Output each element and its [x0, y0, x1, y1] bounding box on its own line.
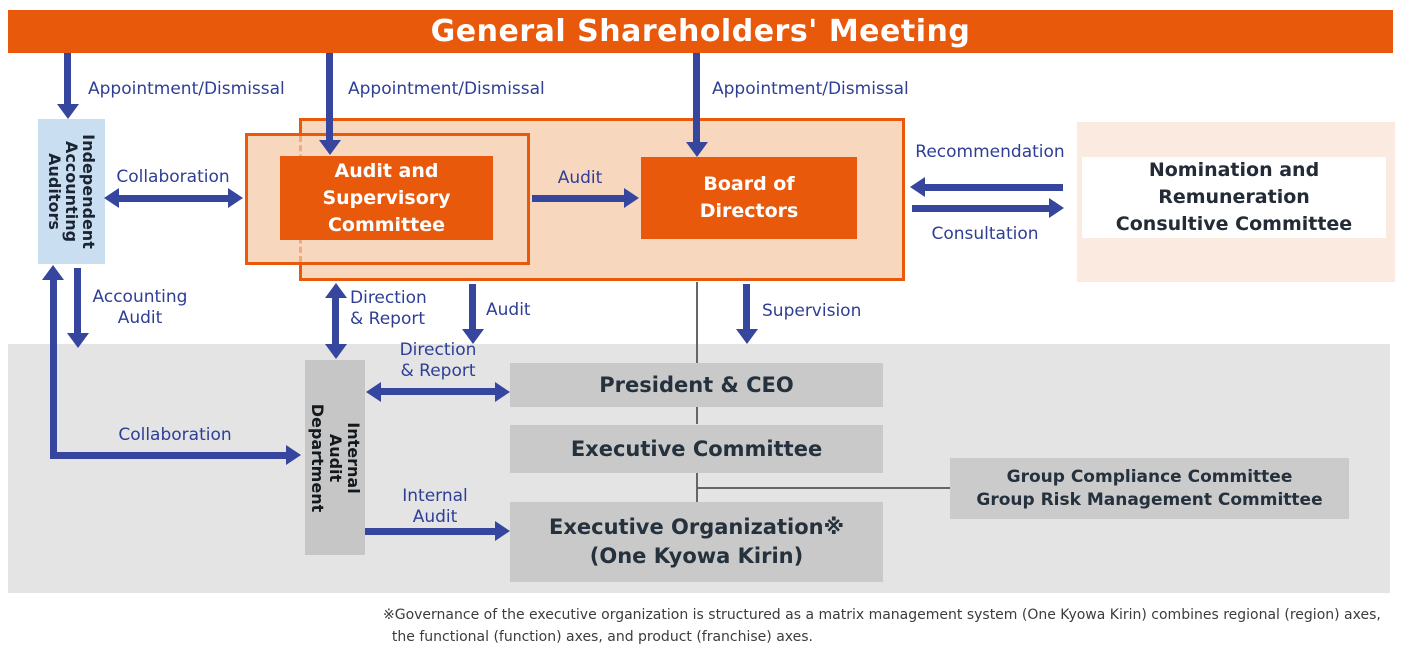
- arrowhead-appointment-3: [686, 142, 708, 157]
- group-committees-label: Group Compliance Committee Group Risk Ma…: [976, 466, 1323, 510]
- label-consultation: Consultation: [931, 224, 1039, 244]
- arrowhead-consultation: [1049, 198, 1064, 218]
- arrowhead-appointment-2: [319, 140, 341, 155]
- label-appointment-1: Appointment/Dismissal: [88, 79, 285, 99]
- board-of-directors-label: Board of Directors: [699, 173, 799, 222]
- arrow-direction-report-vertical: [332, 296, 339, 345]
- connector-president-to-execcommittee: [696, 407, 698, 424]
- arrowhead-appointment-1: [57, 104, 79, 119]
- container-left-border-bottom: [299, 262, 302, 281]
- label-appointment-3: Appointment/Dismissal: [712, 79, 909, 99]
- arrow-consultation: [912, 205, 1049, 212]
- arrow-audit-to-board: [532, 195, 624, 202]
- arrow-supervision: [743, 284, 750, 330]
- arrowhead-collaboration-right: [228, 188, 243, 208]
- footnote: ※Governance of the executive organizatio…: [383, 607, 1381, 645]
- executive-committee-box: Executive Committee: [510, 425, 883, 473]
- label-direction-report-1: Direction & Report: [350, 288, 427, 329]
- arrowhead-direction-report2-right: [495, 382, 510, 402]
- audit-supervisory-committee-box: Audit and Supervisory Committee: [280, 156, 493, 240]
- internal-audit-department-label: Internal Audit Department: [308, 403, 364, 512]
- container-left-border-top: [299, 118, 302, 136]
- general-shareholders-meeting-box: General Shareholders' Meeting: [8, 10, 1393, 53]
- board-of-directors-box: Board of Directors: [641, 157, 857, 239]
- arrow-collaboration-elbow-horizontal: [50, 452, 286, 459]
- label-audit-to-board: Audit: [557, 168, 603, 188]
- label-direction-report-2: Direction & Report: [399, 340, 477, 381]
- arrowhead-direction-report2-left: [366, 382, 381, 402]
- connector-board-to-president: [696, 282, 698, 363]
- arrow-internal-audit: [365, 528, 495, 535]
- arrow-recommendation: [924, 184, 1063, 191]
- arrowhead-internal-audit: [495, 521, 510, 541]
- arrow-collaboration-top: [118, 195, 228, 202]
- arrow-appointment-2: [326, 53, 333, 141]
- arrowhead-collaboration-up: [42, 265, 64, 280]
- connector-to-group-committees: [696, 487, 950, 489]
- arrowhead-direction-report-down: [325, 344, 347, 359]
- arrowhead-audit-to-board: [624, 188, 639, 208]
- label-collaboration-bottom: Collaboration: [118, 425, 232, 445]
- label-recommendation: Recommendation: [915, 142, 1065, 162]
- banner-title: General Shareholders' Meeting: [430, 14, 971, 49]
- label-collaboration-top: Collaboration: [116, 167, 230, 187]
- arrowhead-recommendation: [910, 177, 925, 197]
- arrowhead-collaboration-left: [104, 188, 119, 208]
- executive-committee-label: Executive Committee: [570, 436, 823, 461]
- label-accounting-audit: Accounting Audit: [92, 287, 188, 328]
- arrowhead-accounting-audit: [67, 333, 89, 348]
- label-audit-down: Audit: [486, 300, 531, 320]
- nomination-remuneration-committee-label: Nomination and Remuneration Consultive C…: [1115, 159, 1353, 235]
- arrowhead-direction-report-up: [325, 283, 347, 298]
- arrow-collaboration-elbow-vertical: [50, 280, 57, 459]
- arrowhead-audit-down: [462, 329, 484, 344]
- arrow-direction-report2: [380, 388, 495, 395]
- arrowhead-supervision: [736, 329, 758, 344]
- arrow-appointment-1: [64, 53, 71, 105]
- group-committees-box: Group Compliance Committee Group Risk Ma…: [950, 458, 1349, 519]
- executive-organization-label: Executive Organization※ (One Kyowa Kirin…: [549, 515, 844, 568]
- internal-audit-department-box: Internal Audit Department: [305, 360, 365, 555]
- arrow-accounting-audit: [74, 268, 81, 334]
- nomination-remuneration-committee-box: Nomination and Remuneration Consultive C…: [1082, 157, 1386, 238]
- label-appointment-2: Appointment/Dismissal: [348, 79, 545, 99]
- label-internal-audit: Internal Audit: [402, 486, 468, 527]
- executive-organization-box: Executive Organization※ (One Kyowa Kirin…: [510, 502, 883, 582]
- president-ceo-box: President & CEO: [510, 363, 883, 407]
- arrowhead-collaboration-elbow: [286, 445, 301, 465]
- arrow-appointment-3: [693, 53, 700, 143]
- independent-accounting-auditors-label: Independent Accounting Auditors: [45, 134, 98, 249]
- arrow-audit-down: [469, 284, 476, 330]
- label-supervision: Supervision: [762, 301, 862, 321]
- independent-accounting-auditors-box: Independent Accounting Auditors: [38, 119, 105, 264]
- audit-supervisory-committee-label: Audit and Supervisory Committee: [322, 159, 451, 236]
- president-ceo-label: President & CEO: [599, 372, 794, 397]
